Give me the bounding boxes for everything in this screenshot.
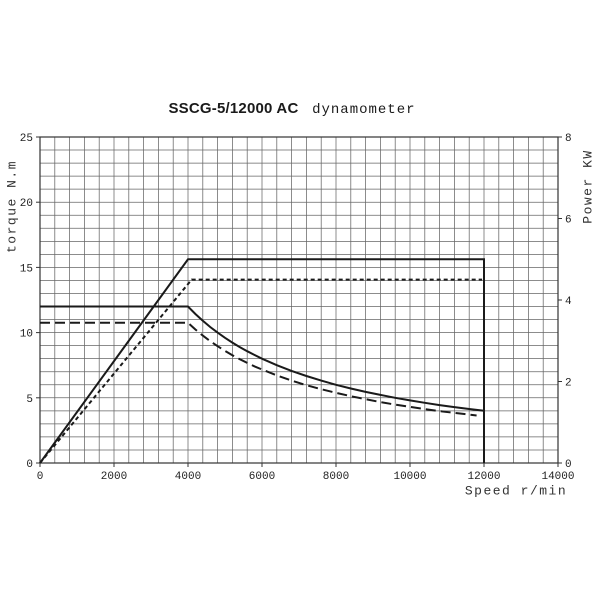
- series-torque-continuous: [40, 321, 477, 417]
- y-left-tick-label: 20: [20, 198, 33, 210]
- chart-title-suffix: dynamometer: [312, 102, 416, 118]
- x-tick-label: 0: [37, 471, 44, 483]
- x-tick-label: 10000: [393, 471, 426, 483]
- x-tick-label: 2000: [101, 471, 127, 483]
- chart-title: SSCG-5/12000 AC dynamometer: [0, 100, 584, 118]
- chart-title-model: SSCG-5/12000 AC: [168, 100, 299, 117]
- y-left-tick-label: 5: [26, 394, 33, 406]
- series-torque-peak: [40, 305, 485, 412]
- x-tick-label: 14000: [541, 471, 574, 483]
- y-right-tick-label: 8: [565, 133, 572, 145]
- grid-lines: [39, 136, 559, 464]
- y-right-axis-title: Power KW: [580, 149, 596, 224]
- series-power-continuous: [39, 278, 483, 464]
- y-right-tick-label: 6: [565, 215, 572, 227]
- x-axis-title: Speed r/min: [464, 483, 568, 499]
- x-tick-label: 8000: [323, 471, 349, 483]
- data-curves: [39, 258, 485, 464]
- x-tick-label: 4000: [175, 471, 201, 483]
- axis-tick-labels: 0 2000 4000 6000 8000 10000 12000 1400005101520…: [20, 133, 575, 483]
- plot-frame: [39, 136, 559, 464]
- y-left-tick-label: 0: [26, 459, 33, 471]
- axis-ticks: [36, 136, 562, 467]
- y-left-tick-label: 25: [20, 133, 33, 145]
- y-right-tick-label: 0: [565, 459, 572, 471]
- y-left-tick-label: 15: [20, 263, 33, 275]
- y-left-axis-title: torque N.m: [4, 160, 20, 254]
- x-tick-label: 6000: [249, 471, 275, 483]
- plot-border: [39, 136, 559, 464]
- x-tick-label: 12000: [467, 471, 500, 483]
- y-right-tick-label: 2: [565, 378, 572, 390]
- y-right-tick-label: 4: [565, 296, 572, 308]
- y-left-tick-label: 10: [20, 329, 33, 341]
- series-power-peak: [39, 258, 485, 464]
